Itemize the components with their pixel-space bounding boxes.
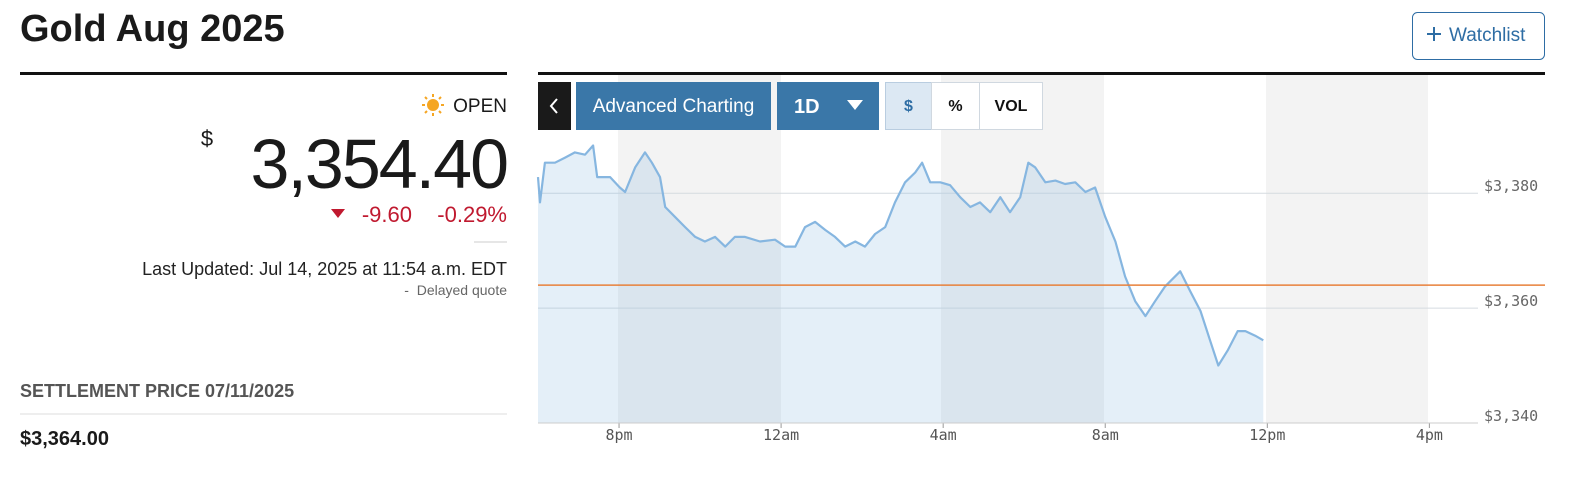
chart-header-rule (538, 72, 1545, 75)
settlement-label: SETTLEMENT PRICE 07/11/2025 (20, 381, 294, 401)
last-updated: Last Updated: Jul 14, 2025 at 11:54 a.m.… (142, 259, 507, 279)
button-label[interactable]: Advanced Charting (593, 96, 755, 117)
delay-note: - Delayed quote (404, 282, 507, 298)
button-frame[interactable] (1412, 12, 1545, 60)
dropdown-arrow[interactable] (847, 100, 863, 110)
button-frame[interactable] (931, 82, 980, 130)
button-frame[interactable] (979, 82, 1043, 130)
chart-toolbar: Advanced Charting 1D $ % VOL (538, 82, 1043, 130)
collapse-button[interactable] (538, 82, 571, 130)
price-area (538, 145, 1264, 423)
y-tick-label: $3,340 (1484, 407, 1538, 425)
plot-area (536, 75, 1545, 424)
x-tick-label: 12pm (1249, 426, 1285, 444)
currency-symbol: $ (201, 126, 213, 151)
session-band (1266, 75, 1428, 423)
x-tick-label: 4pm (1416, 426, 1443, 444)
x-tick-label: 8pm (605, 426, 632, 444)
session-band (941, 75, 1104, 423)
y-tick-label: $3,360 (1484, 292, 1538, 310)
button-label[interactable]: Watchlist (1449, 25, 1526, 46)
mode-dollar[interactable]: $ (885, 82, 932, 130)
interval-dropdown[interactable]: 1D (777, 82, 879, 130)
button-label[interactable]: % (948, 98, 962, 115)
button-label[interactable]: 1D (794, 96, 820, 118)
button-frame[interactable] (538, 82, 571, 130)
watchlist-button[interactable]: Watchlist (1412, 12, 1545, 60)
last-price: 3,354.40 (251, 125, 508, 203)
button-frame[interactable] (777, 82, 879, 130)
advanced-charting-button[interactable]: Advanced Charting (576, 82, 771, 130)
button-frame[interactable] (576, 82, 771, 130)
x-tick-label: 8am (1092, 426, 1119, 444)
price-line (536, 144, 1264, 367)
price-change: -9.60 (362, 202, 412, 227)
button-label[interactable]: VOL (995, 98, 1028, 115)
header-rule (20, 72, 507, 75)
x-tick-label: 12am (763, 426, 799, 444)
market-status: OPEN (453, 96, 507, 117)
percent-change: -0.29% (437, 202, 507, 227)
mode-volume[interactable]: VOL (979, 82, 1043, 130)
page-title: Gold Aug 2025 (20, 8, 285, 50)
chevron-icon[interactable] (549, 98, 558, 114)
mode-percent[interactable]: % (931, 82, 980, 130)
y-tick-label: $3,380 (1484, 177, 1538, 195)
button-label[interactable]: $ (904, 98, 913, 115)
sun-icon (422, 94, 444, 116)
plus-icon[interactable] (1427, 27, 1441, 41)
session-band (618, 75, 781, 423)
settlement-price: $3,364.00 (20, 428, 109, 450)
x-tick-label: 4am (930, 426, 957, 444)
down-arrow (331, 209, 345, 218)
